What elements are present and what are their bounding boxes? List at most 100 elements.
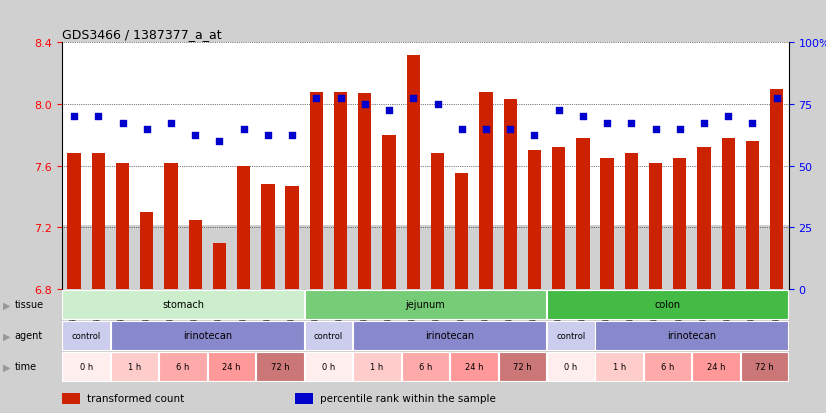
Point [479, 126, 492, 133]
Bar [68, 154, 81, 289]
Text: 6 h: 6 h [419, 362, 432, 371]
Point [310, 95, 323, 102]
Point [164, 120, 178, 126]
Bar [547, 321, 595, 350]
Point [286, 132, 299, 139]
Bar [62, 225, 789, 289]
Bar [406, 56, 420, 289]
Bar [286, 186, 299, 289]
Point [431, 102, 444, 108]
Bar [450, 352, 497, 381]
Bar [164, 163, 178, 289]
Point [649, 126, 662, 133]
Text: control: control [72, 331, 101, 340]
Bar [208, 352, 255, 381]
Point [722, 114, 735, 121]
Bar [596, 321, 788, 350]
Bar [140, 212, 154, 289]
Bar [261, 185, 274, 289]
Point [358, 102, 372, 108]
Bar [354, 352, 401, 381]
Bar [455, 174, 468, 289]
Text: irinotecan: irinotecan [667, 330, 716, 341]
Bar [63, 352, 110, 381]
Bar [334, 93, 347, 289]
Text: jejunum: jejunum [406, 299, 445, 310]
Bar [552, 148, 565, 289]
Point [406, 95, 420, 102]
Text: 24 h: 24 h [707, 362, 725, 371]
Point [770, 95, 783, 102]
Text: 6 h: 6 h [661, 362, 674, 371]
Text: 1 h: 1 h [370, 362, 383, 371]
Bar [310, 93, 323, 289]
Text: colon: colon [655, 299, 681, 310]
Text: stomach: stomach [162, 299, 204, 310]
Bar [577, 139, 590, 289]
Bar [111, 321, 304, 350]
Text: 24 h: 24 h [222, 362, 241, 371]
Bar [305, 352, 352, 381]
Point [504, 126, 517, 133]
Point [552, 108, 565, 114]
Text: time: time [15, 361, 37, 372]
Point [624, 120, 638, 126]
Bar [547, 352, 595, 381]
Bar [644, 352, 691, 381]
Bar [295, 393, 313, 404]
Bar [63, 321, 110, 350]
Bar [256, 352, 304, 381]
Bar [116, 163, 129, 289]
Bar [770, 90, 783, 289]
Bar [92, 154, 105, 289]
Text: agent: agent [15, 330, 43, 341]
Point [673, 126, 686, 133]
Text: control: control [556, 331, 586, 340]
Bar [692, 352, 740, 381]
Bar [528, 151, 541, 289]
Point [382, 108, 396, 114]
Bar [431, 154, 444, 289]
Point [746, 120, 759, 126]
Bar [188, 220, 202, 289]
Text: ▶: ▶ [2, 299, 10, 310]
Text: 72 h: 72 h [271, 362, 289, 371]
Text: irinotecan: irinotecan [425, 330, 474, 341]
Text: 1 h: 1 h [128, 362, 141, 371]
Bar [305, 290, 546, 319]
Bar [649, 163, 662, 289]
Bar [382, 135, 396, 289]
Text: control: control [314, 331, 343, 340]
Point [92, 114, 105, 121]
Text: 24 h: 24 h [464, 362, 483, 371]
Bar [111, 352, 159, 381]
Bar [722, 139, 735, 289]
Bar [697, 148, 710, 289]
Text: GDS3466 / 1387377_a_at: GDS3466 / 1387377_a_at [62, 28, 221, 41]
Text: 6 h: 6 h [177, 362, 190, 371]
Point [188, 132, 202, 139]
Bar [358, 94, 372, 289]
Bar [499, 352, 546, 381]
Text: percentile rank within the sample: percentile rank within the sample [320, 394, 496, 404]
Bar [741, 352, 788, 381]
Bar [159, 352, 206, 381]
Bar [479, 93, 492, 289]
Bar [596, 352, 643, 381]
Text: irinotecan: irinotecan [183, 330, 232, 341]
Point [455, 126, 468, 133]
Text: 1 h: 1 h [613, 362, 626, 371]
Point [237, 126, 250, 133]
Point [213, 138, 226, 145]
Point [261, 132, 274, 139]
Bar [237, 166, 250, 289]
Text: transformed count: transformed count [88, 394, 185, 404]
Bar [673, 159, 686, 289]
Bar [305, 321, 352, 350]
Point [334, 95, 347, 102]
Text: 72 h: 72 h [755, 362, 774, 371]
Text: 72 h: 72 h [513, 362, 532, 371]
Bar [401, 352, 449, 381]
Text: 0 h: 0 h [564, 362, 577, 371]
Bar [62, 393, 80, 404]
